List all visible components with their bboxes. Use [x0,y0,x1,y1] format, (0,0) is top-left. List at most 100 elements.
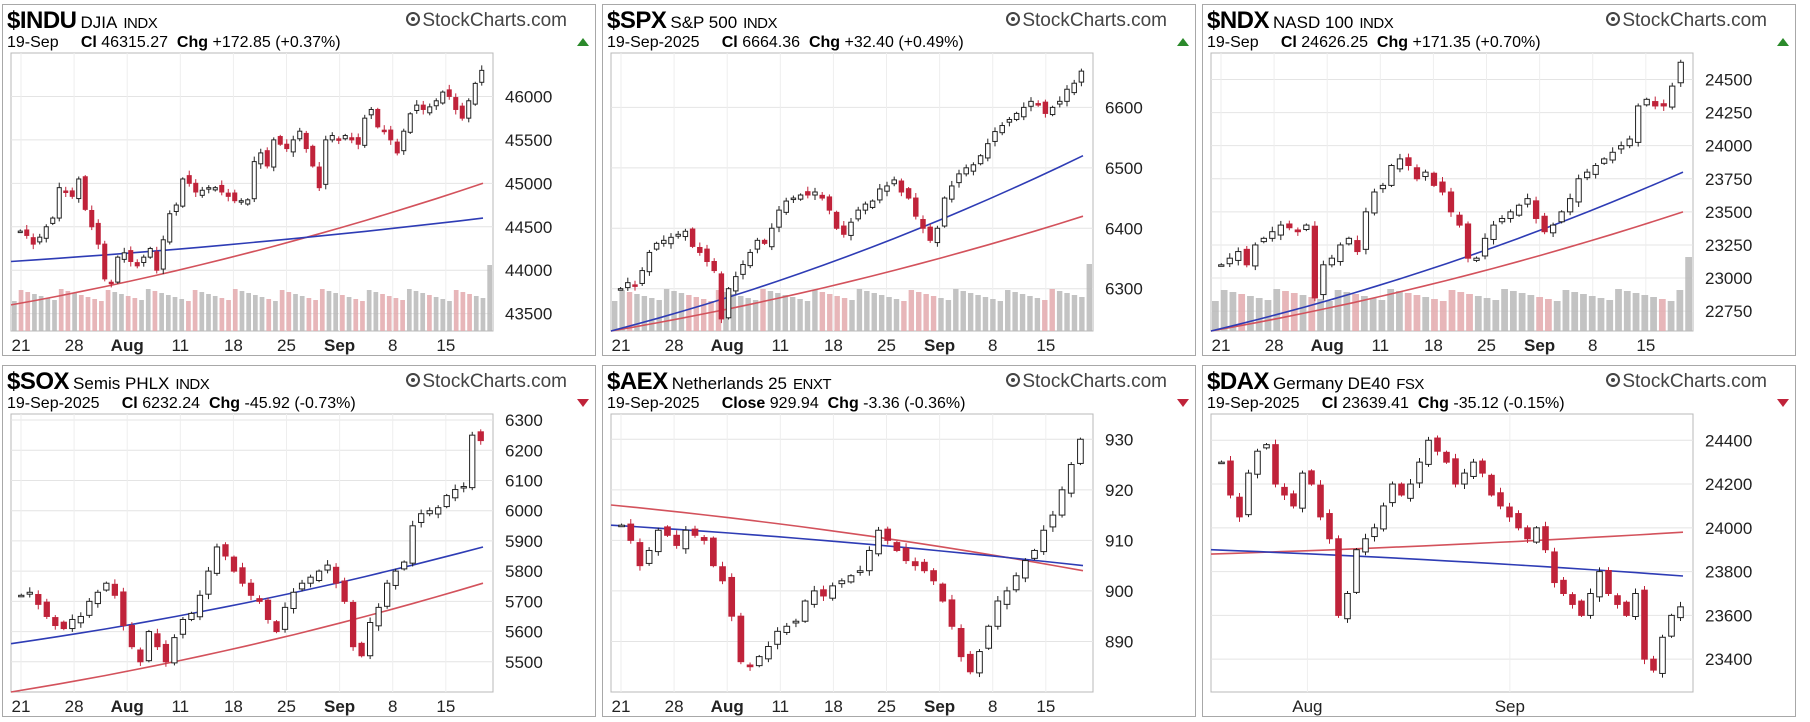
volume-bar [1387,289,1395,331]
symbol-text: $DAX [1207,368,1270,395]
index-name: Semis PHLX [73,374,170,393]
stockcharts-logo[interactable]: StockCharts.com [1606,10,1767,32]
candle-body [1042,101,1049,114]
price-chart[interactable]: 22750 23000 23250 23500 23750 24000 24250 24500… [1203,49,1795,355]
candle-body [63,190,69,193]
candle-body [358,642,365,657]
volume-bar [827,294,833,331]
candle-body [1481,237,1489,257]
candle-body [718,273,725,320]
candle-body [1447,191,1455,213]
candle-body [297,130,303,140]
volume-bar [649,298,655,331]
volume-bar [1431,299,1438,331]
chart-panel-indu[interactable]: $INDU DJIA INDX StockCharts.com 19-Sep Cl 46… [2,4,596,356]
candle-body [920,219,926,229]
moving-average-long [1210,531,1684,555]
candle-body [682,529,690,550]
volume-bar [1509,291,1517,331]
chart-panel-spx[interactable]: $SPX S&P 500 INDX StockCharts.com 19-Sep-202… [602,4,1196,356]
price-chart[interactable]: 5500 5600 5700 5800 5900 6000 6100 6200 6300 21 28… [3,410,595,716]
candle-body [902,547,910,562]
candle-body [128,625,136,648]
candle-body [1464,223,1472,259]
moving-average-short [610,154,1084,332]
volume-bar [1685,257,1692,331]
candle-body [1353,549,1360,593]
candle-body [137,649,144,663]
stockcharts-logo[interactable]: StockCharts.com [406,10,567,32]
candle-body [1243,248,1250,266]
candle-body [1614,595,1621,605]
volume-bar [1466,294,1473,331]
candle-body [103,582,110,591]
candle-body [898,180,905,193]
candle-body [205,570,212,595]
volume-bar [306,298,312,331]
candle-body [303,132,309,150]
volume-bar [346,297,352,331]
candle-body [17,230,23,234]
volume-bar [393,298,399,331]
price-chart[interactable]: 890 900 910 920 930 21 28 Aug 11 18 25 Sep 8 15 [603,410,1195,716]
volume-bar [767,291,774,331]
moving-average-short [1210,171,1684,332]
candle-body [1587,592,1594,616]
candle-body [1416,461,1423,484]
volume-bar [708,301,714,331]
y-tick-label: 930 [1105,430,1133,449]
x-tick-label: 28 [65,697,84,716]
stockcharts-logo[interactable]: StockCharts.com [1006,10,1167,32]
candle-body [1277,224,1284,236]
close-label: Cl [1280,34,1297,51]
y-tick-label: 45000 [505,174,552,193]
candle-body [307,576,314,584]
candle-body [179,618,187,635]
change-label: Chg [808,34,841,51]
candle-body [747,251,753,267]
y-tick-label: 24000 [1705,519,1752,538]
volume-bar [1027,296,1033,331]
chart-panel-dax[interactable]: $DAX Germany DE40 FSX StockCharts.com 19-Sep… [1202,365,1796,717]
candle-body [810,590,818,605]
exchange-code: ENXT [793,376,832,393]
stockcharts-logo[interactable]: StockCharts.com [1606,371,1767,393]
candle-body [1623,601,1630,616]
candle-body [196,594,204,618]
candle-body [1022,560,1029,579]
candle-body [719,566,726,582]
x-tick-label: 28 [665,336,684,355]
volume-bar [1580,294,1587,331]
candle-body [949,185,955,200]
x-tick-label: 15 [1036,697,1055,716]
candle-body [1337,244,1344,263]
stockcharts-logo[interactable]: StockCharts.com [1006,371,1167,393]
copyright-icon [1006,12,1021,26]
price-chart[interactable]: 23400 23600 23800 24000 24200 24400 Aug Sep [1203,410,1795,716]
y-tick-label: 6200 [505,441,543,460]
candle-body [1294,229,1301,233]
candle-body [147,247,153,258]
candle-body [212,187,218,191]
x-tick-label: 25 [877,336,896,355]
stockcharts-logo[interactable]: StockCharts.com [406,371,567,393]
close-value: 46315.27 [101,34,169,51]
candle-body [443,495,450,508]
volume-bar [32,294,37,331]
x-tick-label: Aug [711,697,744,716]
chart-panel-sox[interactable]: $SOX Semis PHLX INDX StockCharts.com 19-Sep-… [2,365,596,717]
y-tick-label: 5700 [505,592,543,611]
candle-body [26,591,33,595]
chart-panel-ndx[interactable]: $NDX NASD 100 INDX StockCharts.com 19-Sep Cl… [1202,4,1796,356]
y-tick-label: 910 [1105,531,1133,550]
volume-bar [1404,293,1412,331]
volume-bar [145,289,151,331]
candle-body [1566,198,1574,213]
price-chart[interactable]: 6300 6400 6500 6600 21 28 Aug 11 18 25 Sep 8 15 [603,49,1195,355]
chart-panel-aex[interactable]: $AEX Netherlands 25 ENXT StockCharts.com 19-… [602,365,1196,717]
price-chart[interactable]: 43500 44000 44500 45000 45500 46000 21 28 Aug 11 1… [3,49,595,355]
exchange-code: FSX [1396,376,1424,393]
candle-body [1425,439,1432,465]
volume-bar [1005,290,1011,331]
volume-bar [893,299,900,331]
